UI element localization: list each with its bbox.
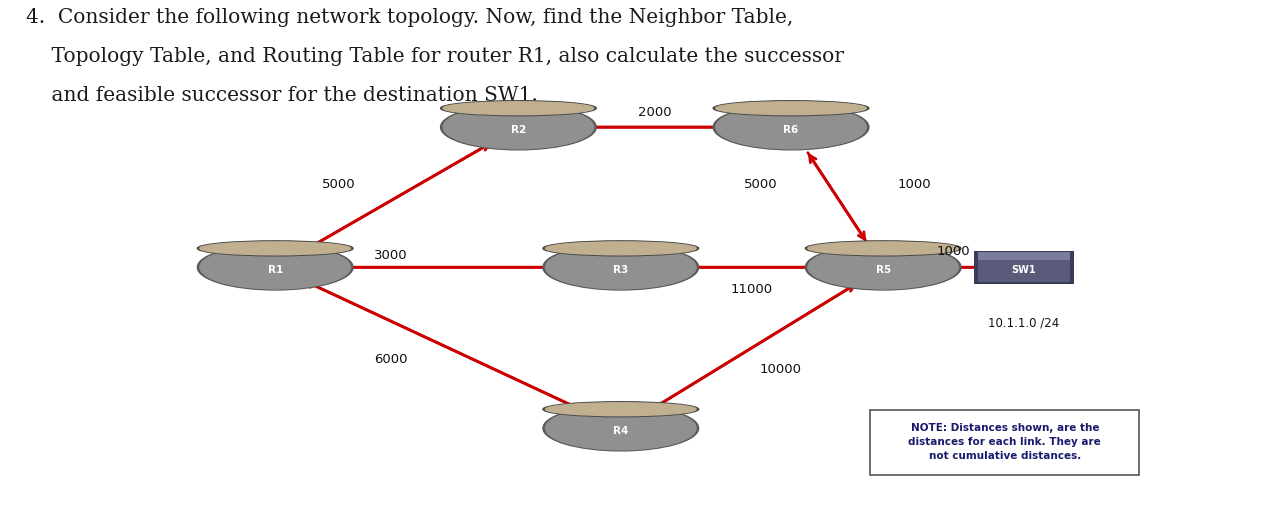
Text: R5: R5 — [876, 265, 891, 275]
Text: 2000: 2000 — [637, 106, 672, 119]
Ellipse shape — [443, 105, 594, 149]
Text: 4.  Consider the following network topology. Now, find the Neighbor Table,: 4. Consider the following network topolo… — [26, 8, 792, 27]
FancyBboxPatch shape — [978, 252, 1070, 282]
Text: Topology Table, and Routing Table for router R1, also calculate the successor: Topology Table, and Routing Table for ro… — [26, 47, 844, 66]
Ellipse shape — [805, 241, 961, 256]
Ellipse shape — [543, 241, 699, 256]
FancyBboxPatch shape — [870, 410, 1139, 475]
Text: R2: R2 — [511, 125, 526, 135]
Text: 6000: 6000 — [374, 352, 407, 366]
FancyBboxPatch shape — [978, 252, 1070, 260]
Text: 10000: 10000 — [759, 363, 801, 376]
Ellipse shape — [440, 104, 596, 150]
Ellipse shape — [808, 245, 959, 289]
Ellipse shape — [545, 406, 696, 450]
Ellipse shape — [808, 242, 959, 255]
Ellipse shape — [713, 101, 869, 116]
Ellipse shape — [197, 241, 353, 256]
Ellipse shape — [197, 244, 353, 290]
Ellipse shape — [716, 105, 867, 149]
Text: 5000: 5000 — [744, 177, 777, 191]
Ellipse shape — [545, 245, 696, 289]
Text: R4: R4 — [613, 426, 628, 436]
Text: R6: R6 — [783, 125, 799, 135]
Ellipse shape — [543, 244, 699, 290]
Text: 1000: 1000 — [937, 245, 970, 258]
Text: SW1: SW1 — [1011, 265, 1037, 275]
Text: R1: R1 — [268, 265, 283, 275]
Ellipse shape — [805, 244, 961, 290]
FancyBboxPatch shape — [974, 251, 1074, 284]
Text: 10.1.1.0 /24: 10.1.1.0 /24 — [988, 317, 1060, 330]
Text: 3000: 3000 — [374, 249, 407, 263]
Text: 11000: 11000 — [731, 282, 773, 296]
Ellipse shape — [200, 245, 351, 289]
Ellipse shape — [713, 104, 869, 150]
Text: R3: R3 — [613, 265, 628, 275]
Ellipse shape — [545, 242, 696, 255]
Ellipse shape — [543, 405, 699, 451]
Ellipse shape — [543, 402, 699, 417]
Ellipse shape — [200, 242, 351, 255]
Ellipse shape — [443, 102, 594, 115]
Text: 5000: 5000 — [323, 177, 356, 191]
Ellipse shape — [545, 403, 696, 416]
Text: and feasible successor for the destination SW1.: and feasible successor for the destinati… — [26, 86, 538, 105]
Ellipse shape — [440, 101, 596, 116]
Text: 1000: 1000 — [897, 177, 931, 191]
Ellipse shape — [716, 102, 867, 115]
Text: NOTE: Distances shown, are the
distances for each link. They are
not cumulative : NOTE: Distances shown, are the distances… — [909, 424, 1101, 461]
